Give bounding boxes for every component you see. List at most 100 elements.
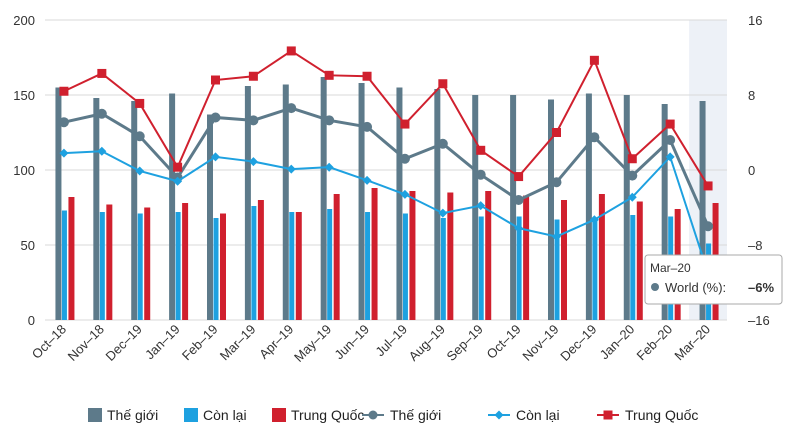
line-point <box>552 128 561 137</box>
line-point <box>286 103 297 114</box>
line-point <box>476 145 486 155</box>
line-point <box>134 131 145 142</box>
line-series <box>58 46 714 278</box>
right-tick-label: 8 <box>748 88 755 103</box>
line-point <box>399 153 410 164</box>
left-axis-ticks: 0 50 100 150 200 <box>13 13 35 328</box>
line-point <box>437 138 448 149</box>
x-tick-label: Jul–19 <box>372 322 410 360</box>
bar-0 <box>434 89 441 320</box>
x-axis-ticks: Oct–18Nov–18Dec–19Jan–19Feb–19Mar–19Apr–… <box>29 322 713 365</box>
legend-label: Trung Quốc <box>625 407 698 423</box>
line-point <box>665 152 675 162</box>
tooltip-marker <box>651 283 659 291</box>
line-point <box>514 172 524 182</box>
line-point <box>211 75 220 85</box>
legend-label: Còn lại <box>516 407 560 423</box>
line-1 <box>63 150 710 274</box>
x-tick-label: Apr–19 <box>256 322 296 362</box>
line-point <box>59 86 69 96</box>
line-point <box>514 223 524 233</box>
line-point <box>286 164 296 174</box>
bar-1 <box>402 213 408 320</box>
x-tick-label: Jun–19 <box>331 322 372 363</box>
bar-series <box>55 77 719 320</box>
line-point <box>210 112 221 123</box>
bar-2 <box>182 203 189 320</box>
x-tick-label: Nov–18 <box>65 322 107 364</box>
line-point <box>438 79 448 89</box>
bar-0 <box>93 98 100 320</box>
line-point <box>58 117 69 128</box>
bar-0 <box>623 95 630 320</box>
legend-swatch-bar <box>88 408 102 422</box>
bar-1 <box>289 212 295 320</box>
line-point <box>96 108 107 119</box>
bar-1 <box>516 216 522 320</box>
line-point <box>135 166 145 176</box>
line-point <box>513 195 524 205</box>
bar-2 <box>523 195 530 320</box>
bar-0 <box>169 93 176 320</box>
bar-0 <box>244 86 251 320</box>
left-tick-label: 0 <box>28 313 35 328</box>
x-tick-label: Mar–20 <box>671 322 713 364</box>
bar-2 <box>220 213 226 320</box>
legend-swatch-bar <box>184 408 198 422</box>
line-point <box>552 232 561 242</box>
tooltip-label: World (%): <box>665 280 726 295</box>
line-point <box>703 221 714 232</box>
tooltip-value: –6% <box>748 280 774 295</box>
line-point <box>97 68 107 78</box>
legend-label: Thế giới <box>107 407 158 423</box>
line-point <box>324 115 335 126</box>
x-tick-label: Jan–19 <box>142 322 183 363</box>
bar-2 <box>106 204 113 320</box>
bar-2 <box>295 212 302 320</box>
line-point <box>59 148 69 158</box>
legend-marker <box>368 410 378 420</box>
line-point <box>286 46 296 56</box>
line-point <box>627 170 638 181</box>
line-point <box>173 176 183 186</box>
line-2 <box>63 49 709 187</box>
line-point <box>551 177 562 188</box>
line-point <box>703 181 713 191</box>
bar-1 <box>365 212 371 320</box>
left-tick-label: 150 <box>13 88 35 103</box>
bar-0 <box>510 95 517 320</box>
right-axis-ticks: –16 –8 0 8 16 <box>748 13 770 328</box>
line-point <box>589 55 599 65</box>
line-point <box>211 152 220 162</box>
bar-0 <box>585 93 592 320</box>
left-tick-label: 200 <box>13 13 35 28</box>
bar-0 <box>661 104 668 320</box>
line-point <box>438 208 448 218</box>
x-tick-label: Feb–19 <box>179 322 221 364</box>
x-tick-label: Oct–19 <box>483 322 523 362</box>
x-tick-label: Nov–19 <box>519 322 561 364</box>
legend-marker <box>494 410 504 420</box>
legend-label: Trung Quốc <box>291 407 364 423</box>
line-point <box>248 115 259 126</box>
x-tick-label: Dec–19 <box>103 322 145 364</box>
bar-2 <box>636 201 643 320</box>
bar-0 <box>548 99 554 320</box>
bar-0 <box>358 83 365 320</box>
bar-1 <box>554 219 560 320</box>
bar-0 <box>207 114 213 320</box>
line-point <box>400 119 410 129</box>
bar-2 <box>257 200 264 320</box>
bar-1 <box>327 209 333 320</box>
line-point <box>248 157 258 167</box>
bar-0 <box>282 84 289 320</box>
bar-2 <box>598 194 605 320</box>
gridlines <box>45 19 727 321</box>
bar-1 <box>99 212 105 320</box>
bar-2 <box>144 207 151 320</box>
bar-2 <box>68 197 75 320</box>
x-tick-label: Mar–19 <box>217 322 259 364</box>
line-point <box>173 162 183 172</box>
bar-1 <box>478 216 484 320</box>
legend-marker <box>603 410 613 420</box>
